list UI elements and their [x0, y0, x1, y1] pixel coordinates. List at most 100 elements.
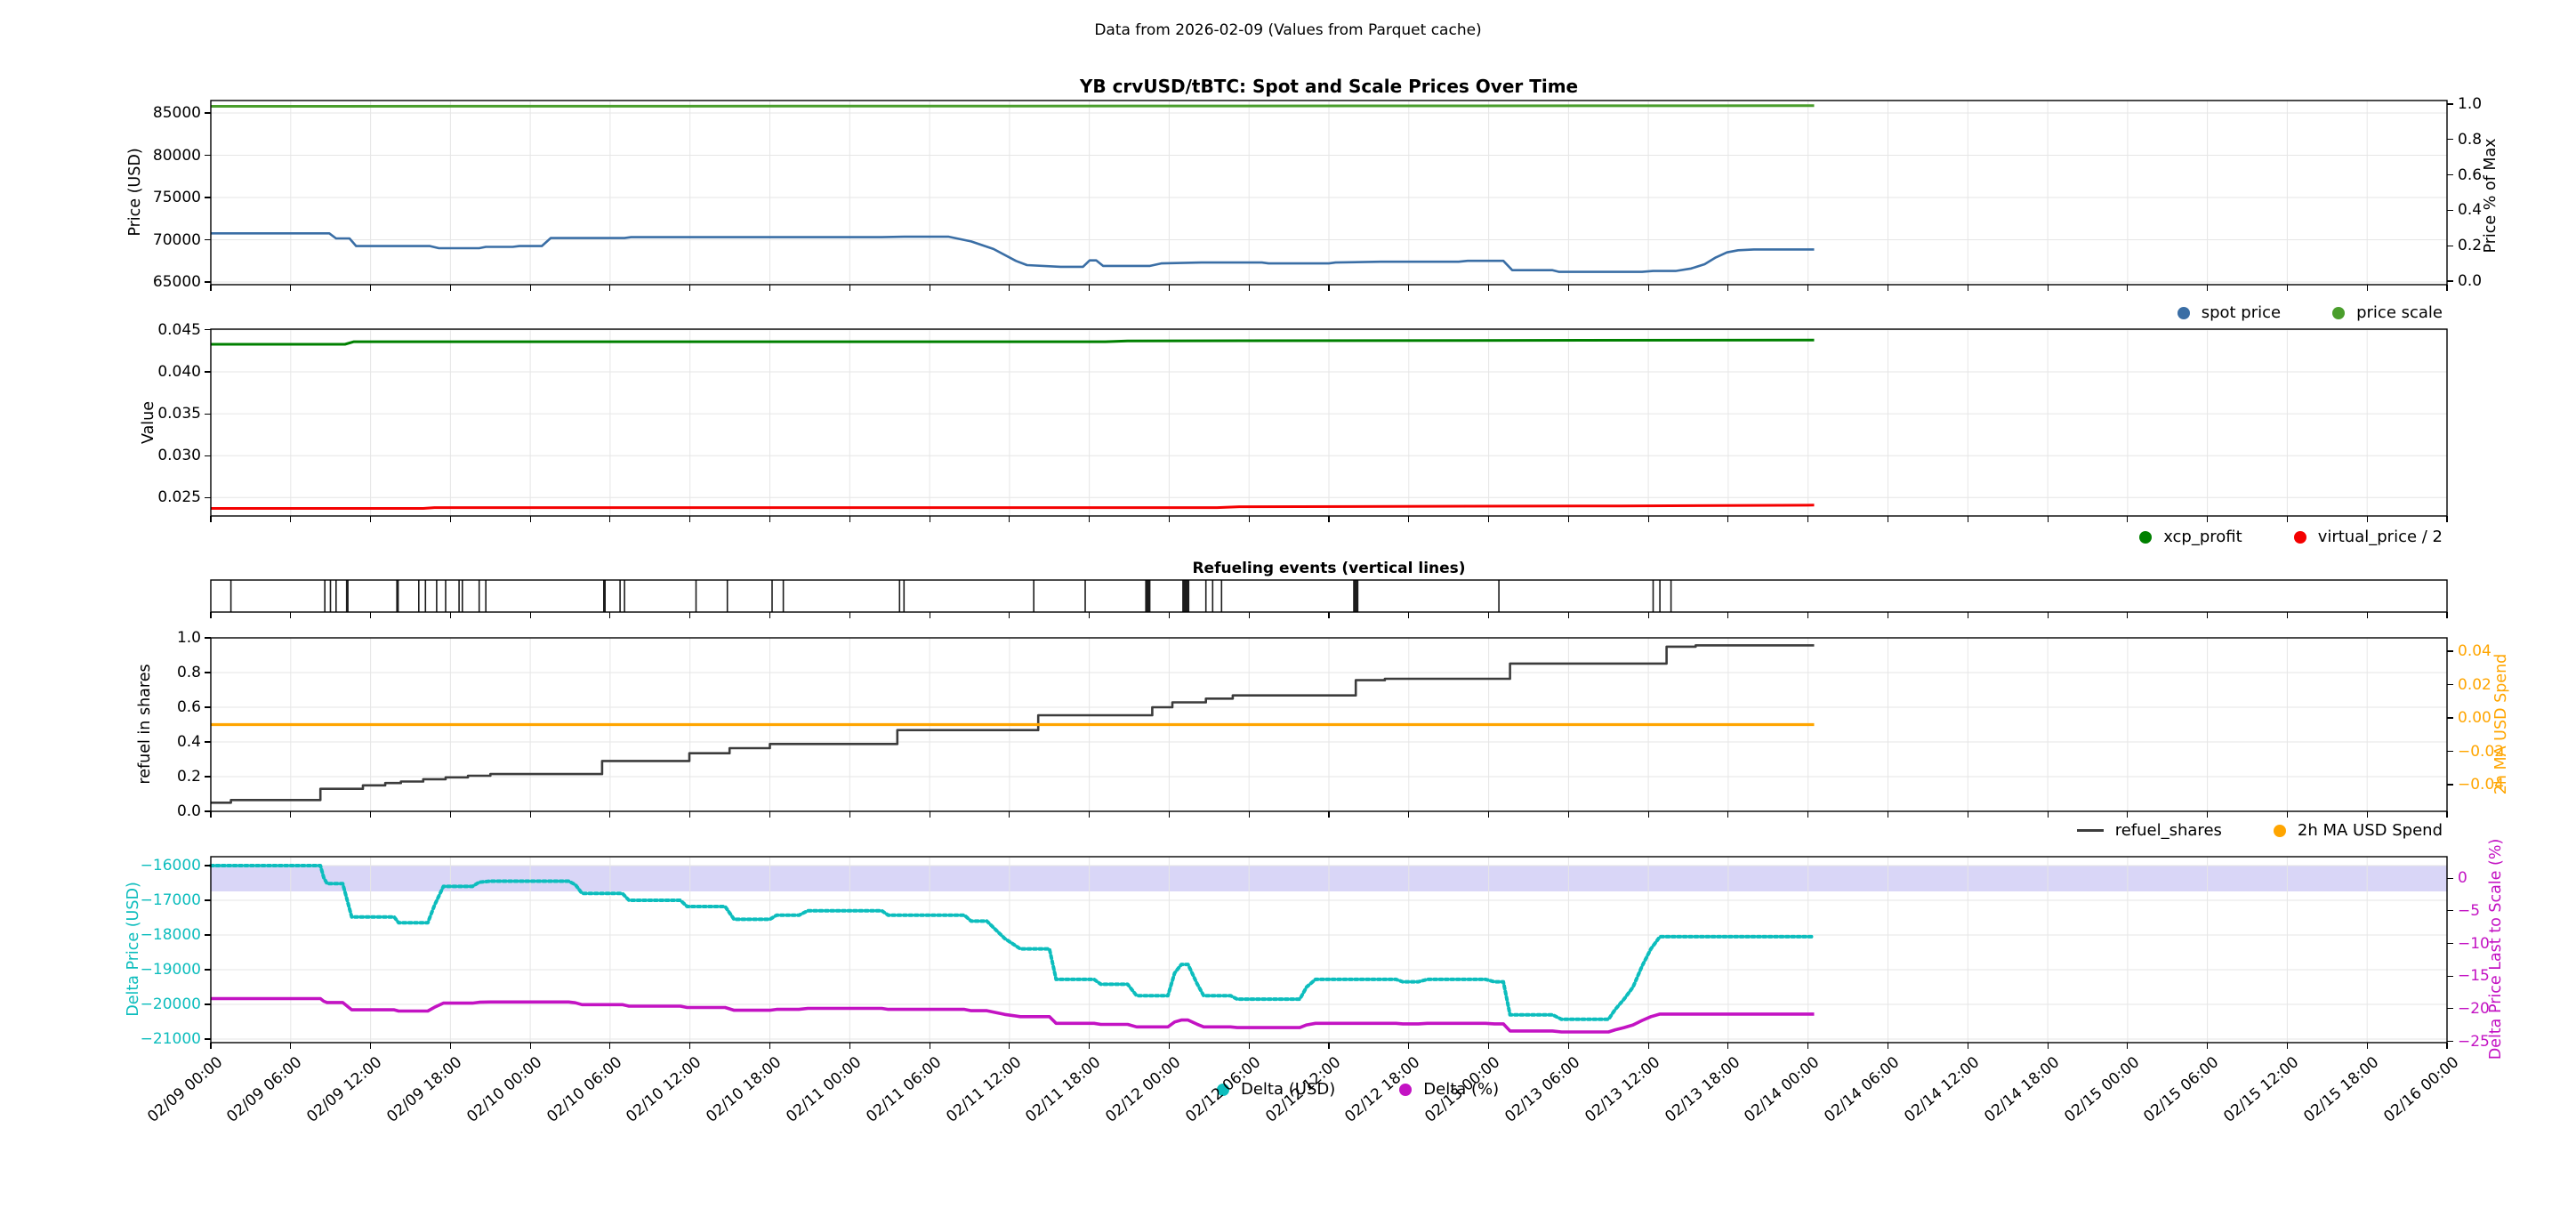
- x-tick-mark: [1009, 811, 1010, 818]
- x-tick-mark: [1009, 612, 1010, 618]
- y-tick-mark-right: [2447, 750, 2453, 753]
- x-tick-label: 02/11 00:00: [783, 1053, 865, 1126]
- x-tick-label: 02/10 06:00: [543, 1053, 625, 1126]
- y-tick-label-right: 0.2: [2458, 237, 2483, 255]
- x-tick-label: 02/11 12:00: [942, 1053, 1025, 1126]
- y-tick-label-right: 0.00: [2458, 709, 2491, 727]
- x-tick-mark: [1009, 1043, 1010, 1049]
- x-tick-mark: [769, 811, 771, 818]
- y-tick-mark: [205, 329, 211, 331]
- x-tick-mark: [370, 1043, 372, 1049]
- x-tick-mark: [529, 811, 531, 818]
- x-tick-mark: [370, 516, 372, 522]
- x-tick-mark: [1727, 612, 1729, 618]
- legend-dot-marker: [2139, 530, 2153, 544]
- legend-item: 2h MA USD Spend: [2273, 821, 2443, 840]
- x-tick-mark: [1567, 516, 1569, 522]
- legend-item: refuel_shares: [2076, 821, 2222, 840]
- x-tick-mark: [1488, 1043, 1490, 1049]
- x-tick-label: 02/10 18:00: [703, 1053, 785, 1126]
- y-tick-mark-right: [2447, 1008, 2453, 1010]
- x-tick-label: 02/11 18:00: [1022, 1053, 1105, 1126]
- x-tick-mark: [1727, 1043, 1729, 1049]
- y-tick-mark: [205, 238, 211, 241]
- y-axis-label-value: Value: [140, 400, 157, 445]
- y-tick-label: 0.0: [176, 802, 201, 820]
- panel-refuel_events: [210, 579, 2448, 613]
- x-tick-mark: [2366, 516, 2368, 522]
- x-tick-mark: [2047, 1043, 2049, 1049]
- axes-spine: [210, 579, 2448, 613]
- x-tick-mark: [1408, 285, 1410, 291]
- x-tick-mark: [1807, 285, 1809, 291]
- x-tick-mark: [529, 285, 531, 291]
- x-tick-mark: [210, 285, 212, 291]
- x-tick-mark: [2207, 811, 2209, 818]
- x-tick-mark: [449, 811, 451, 818]
- x-tick-mark: [210, 516, 212, 522]
- y-tick-mark-right: [2447, 877, 2453, 879]
- y-tick-label: 0.040: [157, 363, 201, 381]
- x-tick-mark: [1248, 516, 1250, 522]
- y-tick-label: 70000: [152, 230, 201, 249]
- x-tick-mark: [2446, 612, 2448, 618]
- x-tick-mark: [290, 1043, 292, 1049]
- y-tick-label: 0.045: [157, 320, 201, 339]
- y-tick-label: 0.025: [157, 488, 201, 507]
- x-tick-mark: [689, 811, 691, 818]
- panel-values: [210, 328, 2448, 517]
- x-tick-mark: [1488, 811, 1490, 818]
- x-tick-mark: [2047, 811, 2049, 818]
- x-tick-mark: [529, 1043, 531, 1049]
- legend-item-label: spot price: [2201, 303, 2282, 322]
- x-tick-mark: [769, 1043, 771, 1049]
- legend-values: xcp_profit virtual_price / 2: [2139, 528, 2443, 546]
- x-tick-mark: [1089, 1043, 1091, 1049]
- panel-refuel: [210, 637, 2448, 812]
- x-tick-mark: [2207, 285, 2209, 291]
- x-tick-mark: [449, 516, 451, 522]
- y-tick-mark: [205, 413, 211, 415]
- x-tick-mark: [1727, 811, 1729, 818]
- x-tick-mark: [609, 1043, 611, 1049]
- x-tick-label: 02/14 18:00: [1980, 1053, 2063, 1126]
- y-axis-label-ma-usd-spend: 2h MA USD Spend: [2492, 653, 2510, 795]
- legend-item: price scale: [2332, 303, 2443, 322]
- y-axis-label-price-usd: Price (USD): [126, 148, 144, 237]
- x-tick-label: 02/09 06:00: [223, 1053, 306, 1126]
- x-tick-mark: [2446, 1043, 2448, 1049]
- legend-item-label: Delta (%): [1423, 1080, 1500, 1099]
- x-tick-mark: [1408, 1043, 1410, 1049]
- x-tick-mark: [1807, 612, 1809, 618]
- y-tick-mark-right: [2447, 280, 2453, 282]
- x-tick-mark: [1647, 285, 1649, 291]
- refuel-events-panel-title: Refueling events (vertical lines): [1192, 560, 1466, 577]
- x-tick-mark: [2366, 285, 2368, 291]
- x-tick-mark: [2366, 811, 2368, 818]
- x-tick-mark: [849, 516, 850, 522]
- y-tick-mark: [205, 969, 211, 971]
- x-tick-mark: [1248, 811, 1250, 818]
- x-tick-mark: [1727, 285, 1729, 291]
- y-tick-label: −21000: [140, 1030, 201, 1048]
- x-tick-mark: [1328, 811, 1330, 818]
- x-tick-mark: [1807, 516, 1809, 522]
- x-tick-mark: [1488, 612, 1490, 618]
- x-tick-mark: [370, 811, 372, 818]
- x-tick-mark: [1807, 1043, 1809, 1049]
- y-tick-mark: [205, 1003, 211, 1005]
- x-tick-mark: [609, 612, 611, 618]
- series-refuel-shares: [211, 644, 1815, 804]
- y-tick-label-right: 0.0: [2458, 272, 2483, 290]
- y-tick-label: 1.0: [176, 629, 201, 647]
- x-tick-mark: [1009, 285, 1010, 291]
- y-tick-mark-right: [2447, 650, 2453, 652]
- y-tick-mark: [205, 865, 211, 866]
- x-tick-mark: [290, 285, 292, 291]
- y-tick-mark: [205, 810, 211, 812]
- x-tick-label: 02/15 12:00: [2220, 1053, 2303, 1126]
- x-tick-label: 02/12 00:00: [1102, 1053, 1185, 1126]
- x-tick-mark: [689, 1043, 691, 1049]
- y-tick-label-right: −0.02: [2458, 742, 2505, 761]
- x-tick-mark: [1089, 516, 1091, 522]
